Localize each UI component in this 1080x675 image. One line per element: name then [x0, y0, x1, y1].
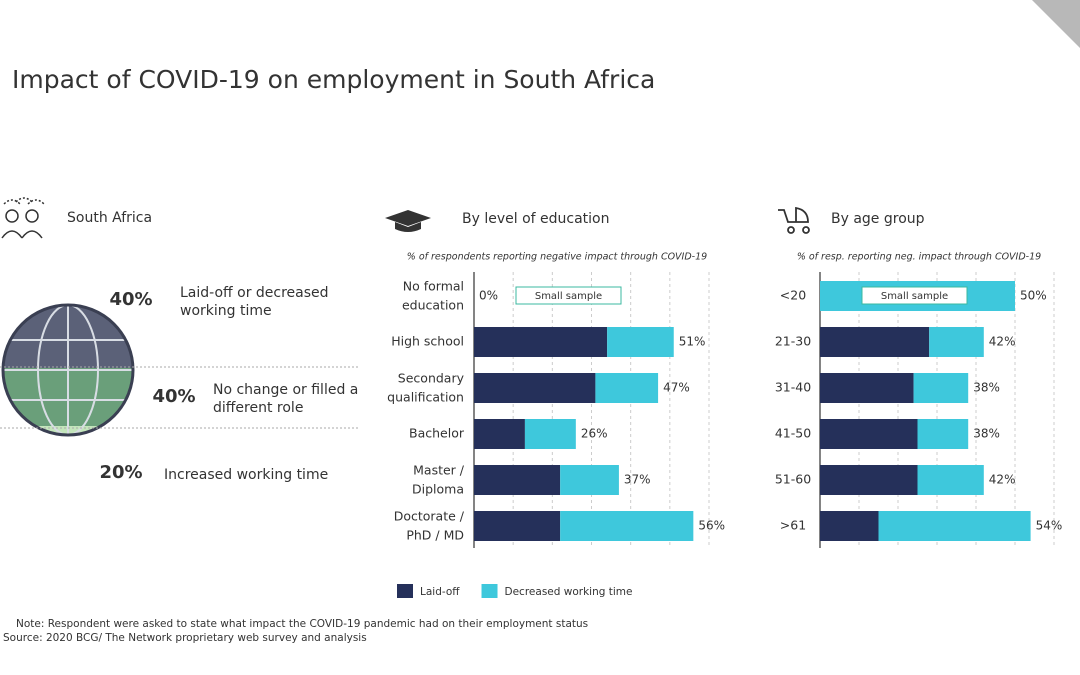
legend-swatch — [481, 584, 498, 598]
category-label: <20 — [780, 288, 806, 303]
bar-segment — [560, 465, 619, 495]
annotation: Small sample — [535, 291, 602, 302]
summary-text: Increased working time — [164, 467, 328, 483]
annotation-box — [861, 286, 968, 305]
summary-text: No change or filled a different role — [213, 382, 358, 416]
total-label: 50% — [1020, 289, 1047, 303]
total-label: 51% — [679, 335, 706, 349]
graduation-icon — [385, 210, 431, 232]
total-label: 42% — [989, 473, 1016, 487]
bar-segment — [820, 511, 879, 541]
summary-value: 40% — [152, 386, 195, 407]
total-label: 37% — [624, 473, 651, 487]
chart-subtitle: % of respondents reporting negative impa… — [407, 252, 707, 263]
chart-subtitle: % of resp. reporting neg. impact through… — [797, 252, 1041, 263]
category-label: No formal education — [402, 278, 464, 312]
bar-segment — [560, 511, 694, 541]
category-label: Doctorate / PhD / MD — [394, 508, 465, 542]
note: Note: Respondent were asked to state wha… — [16, 618, 588, 630]
bar-segment — [474, 327, 608, 357]
category-label: Bachelor — [409, 426, 465, 441]
bar-segment — [913, 373, 969, 403]
legend-label: Laid-off — [420, 586, 460, 598]
corner-decoration — [1032, 0, 1080, 48]
source: Source: 2020 BCG/ The Network proprietar… — [3, 632, 367, 644]
bar-segment — [820, 373, 914, 403]
legend-swatch — [397, 584, 413, 598]
category-label: Secondary qualification — [387, 370, 464, 404]
summary-value: 40% — [109, 289, 152, 310]
slide-title: Impact of COVID-19 on employment in Sout… — [12, 65, 655, 94]
bar-segment — [878, 511, 1031, 541]
annotation: Small sample — [881, 291, 948, 302]
total-label: 47% — [663, 381, 690, 395]
category-label: Master / Diploma — [412, 462, 465, 496]
annotation-box — [515, 286, 622, 305]
bar-segment — [524, 419, 576, 449]
bar-segment — [595, 373, 659, 403]
category-label: High school — [391, 334, 464, 349]
total-label: 56% — [698, 519, 725, 533]
category-label: 41-50 — [775, 426, 811, 441]
people-icon — [1, 197, 45, 239]
bar-segment — [917, 465, 984, 495]
globe — [3, 305, 133, 435]
summary-heading: South Africa — [67, 210, 152, 226]
bar-segment — [820, 419, 918, 449]
bar-segment — [820, 465, 918, 495]
category-label: >61 — [780, 518, 806, 533]
total-label: 26% — [581, 427, 608, 441]
summary-text: Laid-off or decreased working time — [180, 285, 329, 319]
legend-label: Decreased working time — [505, 586, 633, 598]
globe-outline — [1, 303, 135, 437]
bar-segment — [820, 327, 930, 357]
total-label: 54% — [1036, 519, 1063, 533]
bar-segment — [607, 327, 674, 357]
total-label: 38% — [973, 381, 1000, 395]
chart-heading: By age group — [831, 211, 925, 227]
total-label: 42% — [989, 335, 1016, 349]
category-label: 31-40 — [775, 380, 811, 395]
total-label: 0% — [479, 289, 498, 303]
bar-segment — [929, 327, 984, 357]
category-label: 51-60 — [775, 472, 811, 487]
bar-segment — [474, 373, 596, 403]
bar-segment — [474, 511, 561, 541]
bar-segment — [917, 419, 969, 449]
chart-heading: By level of education — [462, 211, 610, 227]
category-label: 21-30 — [775, 334, 811, 349]
bar-segment — [474, 419, 525, 449]
bar-segment — [474, 465, 561, 495]
summary-value: 20% — [99, 462, 142, 483]
total-label: 38% — [973, 427, 1000, 441]
stroller-icon — [778, 206, 810, 234]
